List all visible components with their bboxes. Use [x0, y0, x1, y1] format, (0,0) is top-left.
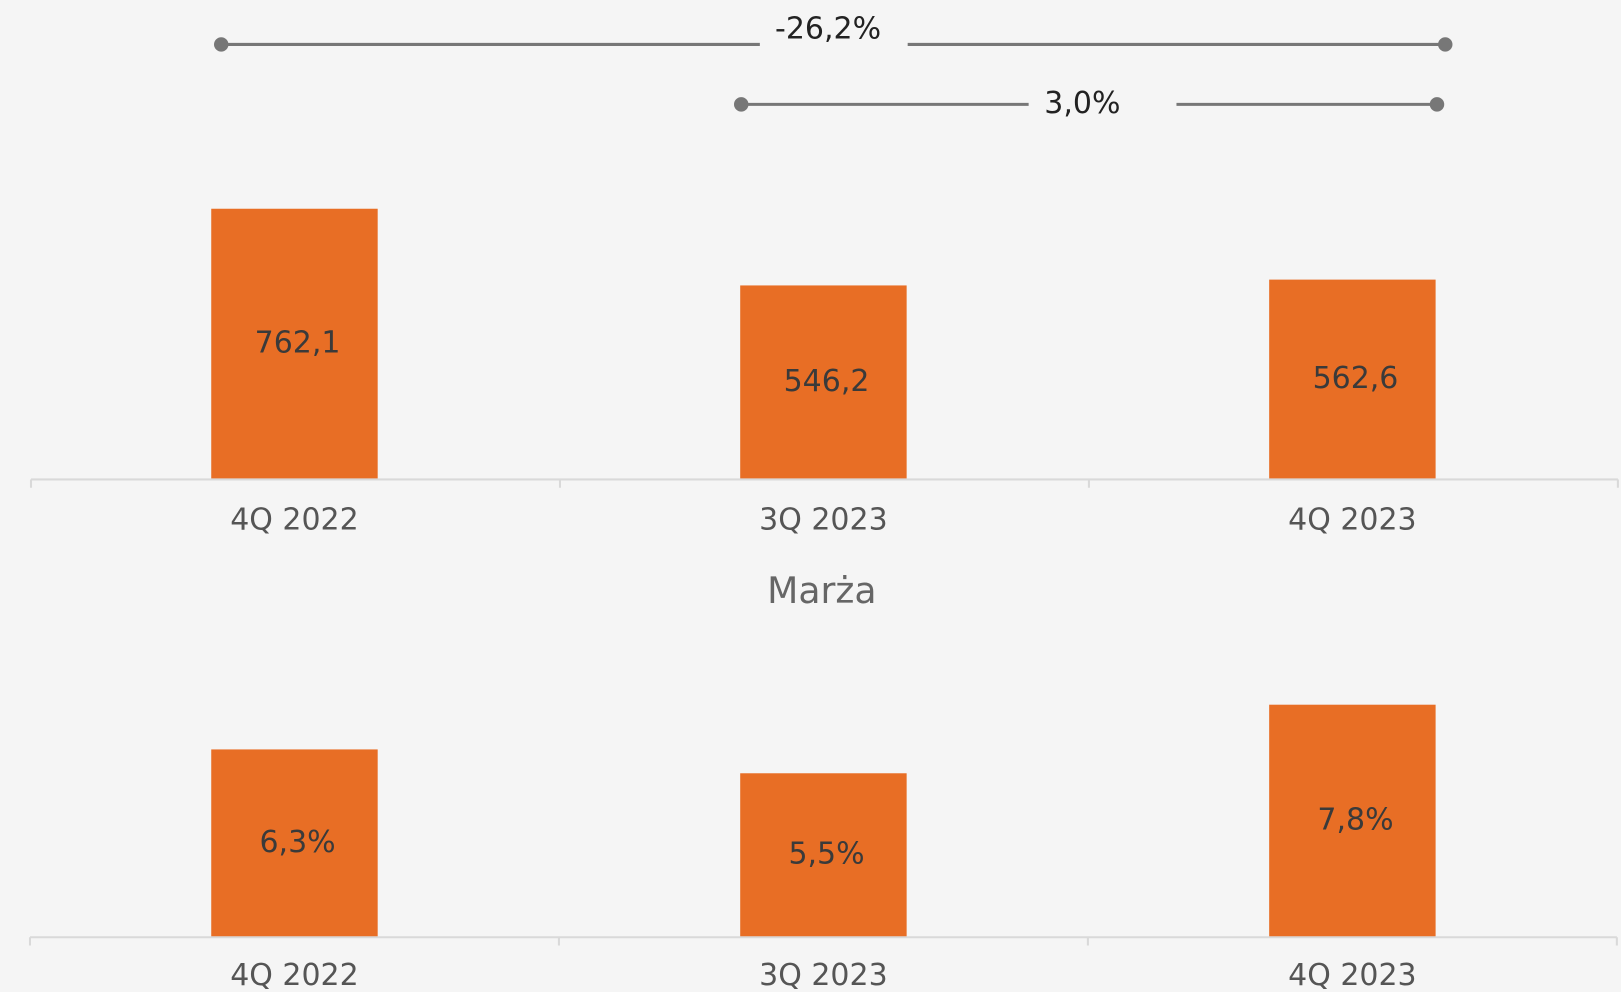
bracket-end — [733, 97, 749, 112]
bracket-end — [1438, 37, 1453, 52]
value-label: 546,2 — [784, 364, 870, 399]
bracket-end — [213, 37, 229, 52]
value-label: 6,3% — [259, 825, 335, 860]
bar — [1269, 704, 1436, 938]
value-label: 762,1 — [255, 326, 341, 361]
bar — [211, 749, 378, 938]
x-tick-label: 4Q 2023 — [1288, 958, 1416, 992]
annotation: -26,2% — [775, 11, 881, 46]
bar — [740, 773, 907, 938]
x-tick-label: 4Q 2022 — [230, 958, 358, 992]
x-tick-label: 3Q 2023 — [759, 958, 887, 992]
bar — [740, 285, 907, 480]
bracket-end — [1429, 97, 1445, 112]
value-label: 5,5% — [788, 837, 864, 872]
x-tick-label: 4Q 2022 — [230, 502, 358, 537]
bar — [211, 208, 378, 480]
bar — [1269, 279, 1436, 480]
value-label: 562,6 — [1313, 361, 1399, 396]
chart-title: Marża — [767, 569, 876, 612]
x-tick-label: 3Q 2023 — [759, 502, 887, 537]
annotation: 3,0% — [1044, 86, 1120, 121]
value-label: 7,8% — [1317, 802, 1393, 837]
x-tick-label: 4Q 2023 — [1288, 502, 1416, 537]
